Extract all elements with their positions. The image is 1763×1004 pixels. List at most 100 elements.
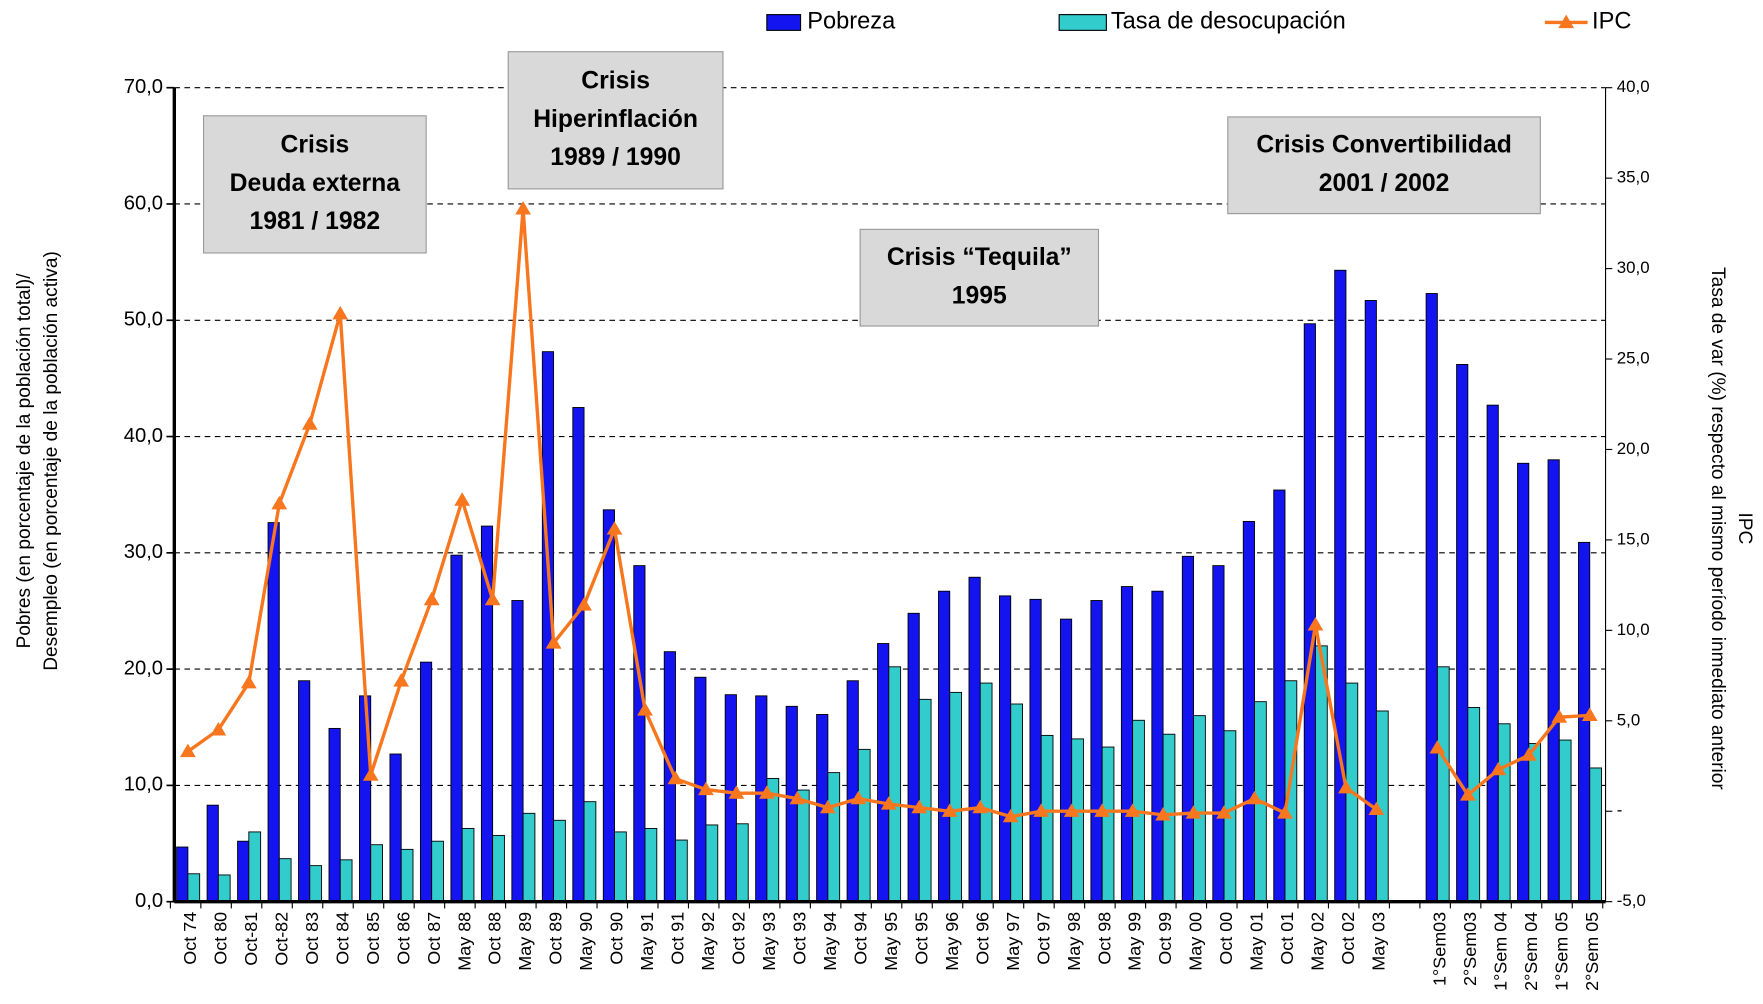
- bar: [1589, 767, 1603, 903]
- line-marker: [454, 492, 471, 506]
- bar: [735, 823, 749, 903]
- bar: [1497, 723, 1511, 903]
- line-marker: [850, 790, 867, 805]
- x-tick-label: 2°Sem 04: [1521, 912, 1541, 991]
- bar: [583, 801, 597, 903]
- y2-tick-label: -: [1617, 801, 1623, 820]
- bar: [1010, 703, 1023, 903]
- bar: [1090, 600, 1103, 903]
- bar: [633, 565, 646, 903]
- line-marker: [332, 305, 349, 320]
- x-tick-label: May 02: [1308, 912, 1328, 971]
- x-tick-label: Oct 80: [210, 912, 230, 965]
- x-tick-label: 1°Sem 04: [1490, 912, 1510, 991]
- y2-tick-label: 40,0: [1617, 77, 1650, 96]
- bar: [370, 844, 383, 903]
- y-tick-label: 30,0: [124, 541, 163, 563]
- line-marker: [789, 790, 806, 805]
- x-tick-label: Oct-82: [271, 912, 291, 966]
- x-tick-label: May 93: [759, 912, 779, 971]
- x-tick-label: May 88: [454, 912, 474, 971]
- line-marker: [1063, 803, 1080, 817]
- x-tick-label: 2°Sem 05: [1582, 912, 1602, 991]
- annotation-text: 1995: [952, 282, 1007, 309]
- annotation-text: Crisis: [281, 132, 350, 159]
- bar: [400, 848, 414, 903]
- bar: [267, 522, 280, 903]
- bar: [888, 666, 902, 903]
- y2-tick-label: 10,0: [1617, 620, 1650, 639]
- x-tick-label: Oct 00: [1216, 912, 1236, 965]
- line-marker: [880, 796, 897, 810]
- bar: [1101, 746, 1115, 903]
- bar: [176, 846, 189, 903]
- x-tick-label: Oct 94: [850, 912, 870, 965]
- line-marker: [1581, 707, 1598, 721]
- bar: [705, 824, 719, 903]
- bar: [339, 859, 353, 903]
- line-marker: [1490, 761, 1507, 776]
- y2-tick-label: 15,0: [1617, 529, 1650, 548]
- line: [186, 208, 1590, 819]
- x-tick-label: May 94: [820, 912, 840, 971]
- line-marker: [545, 635, 562, 649]
- x-tick-label: Oct 92: [729, 912, 749, 965]
- legend-label: IPC: [1592, 9, 1631, 35]
- y2-tick-label: 30,0: [1617, 258, 1650, 277]
- bar: [857, 748, 871, 903]
- annotation-box: [202, 115, 427, 254]
- y2-tick-label: 25,0: [1617, 348, 1650, 367]
- line-marker: [1459, 787, 1476, 801]
- annotation-box: [859, 228, 1100, 327]
- bar: [328, 727, 341, 903]
- bar: [553, 819, 566, 903]
- bar: [1212, 565, 1225, 903]
- x-tick-label: Oct 88: [485, 912, 505, 965]
- y-tick-label: 0,0: [135, 890, 163, 912]
- bar: [278, 858, 292, 903]
- x-tick-label: Oct 74: [180, 912, 200, 965]
- bar: [1334, 269, 1347, 903]
- line-marker: [393, 673, 410, 687]
- line-marker: [484, 591, 501, 606]
- bar: [949, 691, 963, 903]
- x-tick-label: Oct 02: [1338, 912, 1358, 965]
- y-tick-label: 70,0: [124, 76, 163, 98]
- bar: [907, 612, 920, 903]
- bar: [1284, 680, 1298, 903]
- y-tick-label: 20,0: [124, 657, 163, 679]
- bar: [1578, 541, 1591, 903]
- bar: [1486, 404, 1499, 903]
- x-tick-label: May 92: [698, 912, 718, 971]
- bar: [237, 840, 250, 903]
- x-tick-label: Oct 97: [1033, 912, 1053, 965]
- bar: [1273, 489, 1286, 903]
- annotation-text: Crisis “Tequila”: [887, 244, 1072, 271]
- line-marker: [759, 785, 775, 799]
- line-marker: [1002, 808, 1019, 823]
- bar: [1120, 586, 1134, 903]
- x-tick-label: May 90: [576, 912, 596, 971]
- bar: [206, 804, 219, 903]
- y2-tick-label: -5,0: [1617, 891, 1646, 910]
- line-marker: [728, 785, 745, 799]
- legend-swatch: [766, 14, 802, 31]
- bar: [298, 680, 311, 903]
- bar: [1467, 707, 1481, 903]
- line-marker: [423, 591, 440, 606]
- bar: [522, 812, 536, 903]
- legend-label: Tasa de desocupación: [1111, 9, 1346, 35]
- line-marker: [637, 702, 653, 716]
- x-tick-label: 2°Sem03: [1460, 912, 1480, 986]
- y2-tick-label: 35,0: [1617, 168, 1650, 187]
- bar: [1436, 666, 1450, 903]
- bar: [389, 753, 402, 903]
- y2-axis-title: Tasa de var (%) respecto al mismo períod…: [1707, 267, 1728, 790]
- y-tick-label: 50,0: [124, 309, 163, 331]
- line-marker: [819, 799, 836, 814]
- line-marker: [271, 495, 288, 510]
- annotation-text: Crisis Convertibilidad: [1256, 132, 1511, 159]
- annotation-text: Crisis: [581, 68, 650, 95]
- line-marker: [1155, 806, 1171, 821]
